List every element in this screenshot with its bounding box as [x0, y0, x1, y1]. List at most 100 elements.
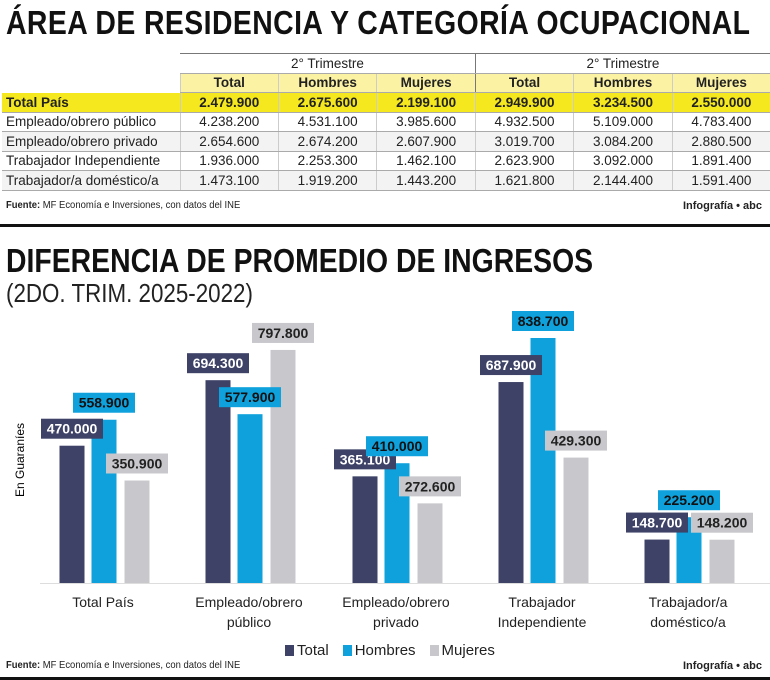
data-label: 558.900 [73, 392, 135, 413]
cell-value: 1.936.000 [179, 151, 279, 171]
data-label-text: 225.200 [664, 492, 715, 508]
bar-hombres [237, 414, 263, 583]
bar-total [352, 476, 378, 583]
data-label: 148.200 [691, 512, 753, 533]
data-label-box [626, 512, 688, 533]
cell-value: 2.674.200 [277, 131, 377, 152]
bar-chart: En Guaraníes 470.000694.300365.100687.900… [13, 311, 770, 630]
category-label: doméstico/a [650, 614, 726, 630]
bar-total [644, 539, 670, 583]
data-label: 272.600 [399, 476, 461, 497]
data-label-text: 148.700 [632, 515, 683, 531]
legend-label: Hombres [354, 642, 416, 659]
data-label-box [41, 418, 103, 439]
table-source: Fuente: MF Economía e Inversiones, con d… [6, 199, 240, 211]
data-label-text: 838.700 [518, 313, 569, 329]
bar-mujeres [417, 503, 443, 583]
legend-swatch [285, 645, 294, 656]
table-credit: Infografía • abc [682, 200, 762, 212]
cell-value: 2.949.900 [474, 92, 574, 113]
bar-total [498, 382, 524, 583]
row-label: Trabajador Independiente [2, 151, 180, 171]
table-corner [2, 53, 180, 73]
source-label: Fuente: [6, 199, 41, 211]
table-row: Empleado/obrero público 4.238.200 4.531.10… [2, 112, 770, 132]
chart-source: Fuente: MF Economía e Inversiones, con d… [6, 659, 240, 671]
data-label-box [399, 476, 461, 497]
data-label-text: 797.800 [258, 325, 309, 341]
group-header: 2° Trimestre [474, 53, 770, 74]
cell-value: 1.891.400 [671, 151, 770, 171]
legend-item: Hombres [342, 642, 416, 659]
chart-credit: Infografía • abc [682, 660, 762, 672]
data-label-text: 350.900 [112, 455, 163, 471]
row-label: Empleado/obrero privado [2, 131, 180, 152]
bar-mujeres [709, 539, 735, 583]
data-label-text: 470.000 [47, 421, 98, 437]
column-header: Total [179, 73, 279, 93]
divider [0, 677, 770, 680]
table-title: ÁREA DE RESIDENCIA Y CATEGORÍA OCUPACION… [6, 4, 751, 41]
category-label: Total País [72, 594, 133, 610]
data-label: 694.300 [187, 353, 249, 374]
cell-value: 3.084.200 [573, 131, 673, 152]
cell-value: 1.462.100 [376, 151, 476, 171]
data-label-text: 272.600 [405, 478, 456, 494]
cell-value: 3.092.000 [573, 151, 673, 171]
category-label: privado [373, 614, 419, 630]
category-label: público [227, 614, 272, 630]
legend-label: Mujeres [441, 642, 495, 659]
cell-value: 1.919.200 [277, 170, 377, 191]
bar-mujeres [563, 457, 589, 583]
cell-value: 4.932.500 [474, 112, 574, 132]
divider [0, 224, 770, 227]
data-label-box [658, 490, 720, 511]
legend-label: Total [297, 642, 329, 659]
group-header: 2° Trimestre [180, 53, 476, 74]
data-label-box [187, 353, 249, 374]
bar-hombres [530, 338, 556, 583]
cell-value: 1.443.200 [376, 170, 476, 191]
cell-value: 3.019.700 [474, 131, 574, 152]
cell-value: 2.550.000 [671, 92, 770, 113]
data-label: 225.200 [658, 490, 720, 511]
data-label-box [691, 512, 753, 533]
column-header: Hombres [573, 73, 673, 93]
source-label: Fuente: [6, 659, 41, 671]
data-label: 797.800 [252, 322, 314, 343]
data-label-box [545, 430, 607, 451]
data-label: 410.000 [366, 436, 428, 457]
bar-total [205, 380, 231, 583]
cell-value: 2.479.900 [179, 92, 279, 113]
data-label-box [366, 436, 428, 457]
row-label: Empleado/obrero público [2, 112, 180, 132]
data-label: 429.300 [545, 430, 607, 451]
cell-value: 4.531.100 [277, 112, 377, 132]
cell-value: 1.473.100 [179, 170, 279, 191]
bar-total [59, 445, 85, 583]
data-label-box [252, 322, 314, 343]
cell-value: 1.591.400 [671, 170, 770, 191]
cell-value: 3.985.600 [376, 112, 476, 132]
source-text: MF Economía e Inversiones, con datos del… [42, 659, 241, 671]
data-label-box [480, 355, 542, 376]
data-label-text: 410.000 [372, 438, 423, 454]
category-label: Empleado/obrero [342, 594, 450, 610]
column-header: Hombres [277, 73, 377, 93]
cell-value: 4.783.400 [671, 112, 770, 132]
category-label: Independiente [498, 614, 587, 630]
data-label-box [219, 387, 281, 408]
cell-value: 2.144.400 [573, 170, 673, 191]
chart-title: DIFERENCIA DE PROMEDIO DE INGRESOS [6, 242, 594, 279]
data-label-box [106, 453, 168, 474]
data-label-text: 148.200 [697, 515, 748, 531]
data-label-text: 558.900 [79, 395, 130, 411]
data-label-text: 694.300 [193, 355, 244, 371]
cell-value: 2.199.100 [376, 92, 476, 113]
legend-item: Mujeres [429, 642, 495, 659]
cell-value: 2.654.600 [179, 131, 279, 152]
cell-value: 1.621.800 [474, 170, 574, 191]
cell-value: 2.623.900 [474, 151, 574, 171]
data-label: 838.700 [512, 311, 574, 331]
data-label-box [73, 392, 135, 413]
